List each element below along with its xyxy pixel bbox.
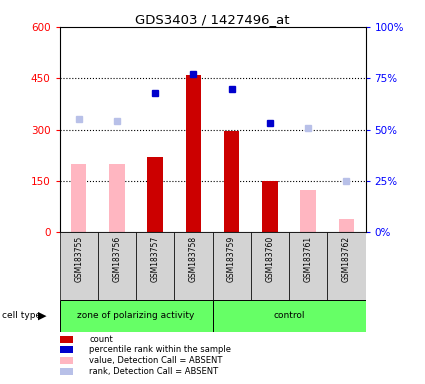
Bar bbox=[147, 157, 163, 232]
Text: GSM183760: GSM183760 bbox=[265, 236, 275, 282]
Text: zone of polarizing activity: zone of polarizing activity bbox=[77, 311, 195, 320]
Text: value, Detection Call = ABSENT: value, Detection Call = ABSENT bbox=[89, 356, 223, 365]
Bar bbox=[339, 218, 354, 232]
Text: GSM183759: GSM183759 bbox=[227, 236, 236, 282]
Text: GSM183762: GSM183762 bbox=[342, 236, 351, 282]
Bar bbox=[174, 232, 212, 300]
Bar bbox=[60, 300, 212, 332]
Bar bbox=[300, 190, 316, 232]
Text: ▶: ▶ bbox=[38, 311, 47, 321]
Bar bbox=[224, 131, 239, 232]
Text: GSM183757: GSM183757 bbox=[150, 236, 160, 282]
Bar bbox=[98, 232, 136, 300]
Text: GDS3403 / 1427496_at: GDS3403 / 1427496_at bbox=[135, 13, 290, 26]
Bar bbox=[327, 232, 366, 300]
Text: count: count bbox=[89, 334, 113, 344]
Text: control: control bbox=[273, 311, 305, 320]
Text: GSM183756: GSM183756 bbox=[112, 236, 122, 282]
Bar bbox=[212, 300, 366, 332]
Text: GSM183755: GSM183755 bbox=[74, 236, 83, 282]
Text: GSM183761: GSM183761 bbox=[303, 236, 313, 282]
Text: percentile rank within the sample: percentile rank within the sample bbox=[89, 345, 231, 354]
Text: rank, Detection Call = ABSENT: rank, Detection Call = ABSENT bbox=[89, 367, 218, 376]
Bar bbox=[186, 75, 201, 232]
Bar bbox=[289, 232, 327, 300]
Text: GSM183758: GSM183758 bbox=[189, 236, 198, 282]
Bar bbox=[262, 181, 278, 232]
Bar bbox=[251, 232, 289, 300]
Text: cell type: cell type bbox=[2, 311, 41, 320]
Bar bbox=[212, 232, 251, 300]
Bar bbox=[136, 232, 174, 300]
Bar bbox=[109, 164, 125, 232]
Bar bbox=[71, 164, 86, 232]
Bar bbox=[60, 232, 98, 300]
